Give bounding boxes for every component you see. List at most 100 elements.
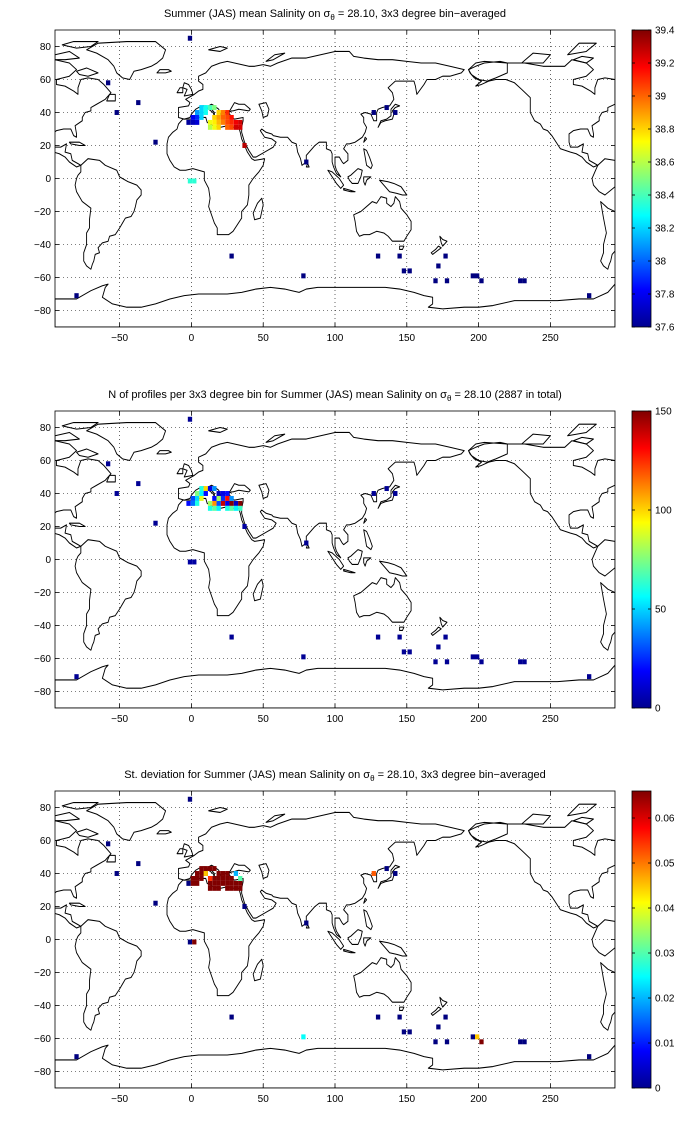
data-cell bbox=[233, 871, 239, 876]
y-tick-label: 0 bbox=[45, 174, 51, 185]
data-cell bbox=[203, 866, 208, 872]
data-cell bbox=[105, 841, 111, 847]
data-cell bbox=[225, 119, 230, 125]
data-cell bbox=[212, 505, 217, 511]
colorbar-gradient bbox=[631, 410, 652, 709]
data-cell bbox=[436, 263, 441, 269]
data-cell bbox=[220, 119, 226, 125]
data-cell bbox=[375, 634, 381, 640]
data-cell bbox=[393, 871, 398, 876]
x-tick-label: 0 bbox=[189, 714, 195, 725]
data-cell bbox=[229, 495, 234, 501]
colorbar-tick-label: 0.05 bbox=[655, 859, 675, 870]
data-cell bbox=[195, 495, 200, 501]
data-cell bbox=[407, 649, 412, 655]
salinity-mean-panel: Summer (JAS) mean Salinity on σθ = 28.10… bbox=[34, 8, 675, 344]
colorbar-tick-label: 0.03 bbox=[655, 949, 675, 960]
data-cell bbox=[229, 114, 234, 120]
data-cell bbox=[187, 416, 193, 422]
data-cell bbox=[229, 880, 234, 886]
data-cell bbox=[153, 520, 158, 526]
data-cell bbox=[433, 1039, 438, 1045]
data-cell bbox=[220, 875, 226, 881]
data-cell bbox=[518, 1039, 523, 1045]
data-cell bbox=[444, 1039, 450, 1045]
data-cell bbox=[199, 866, 204, 872]
colorbar-tick-label: 39 bbox=[655, 92, 667, 103]
data-cell bbox=[371, 110, 376, 115]
data-cell bbox=[212, 105, 217, 111]
data-cell bbox=[587, 293, 592, 299]
colorbar-tick-label: 37.6 bbox=[655, 323, 675, 334]
data-cell bbox=[207, 505, 213, 511]
profile-count-panel: N of profiles per 3x3 degree bin for Sum… bbox=[34, 389, 672, 725]
y-tick-label: −40 bbox=[34, 240, 51, 251]
data-cell bbox=[225, 875, 230, 881]
y-tick-label: 80 bbox=[40, 42, 52, 53]
data-cell bbox=[443, 1014, 448, 1020]
colorbar: 0 50 100 150 bbox=[631, 407, 672, 715]
y-axis: −80 −60 −40 −20 0 20 40 60 80 bbox=[34, 42, 615, 317]
data-cell bbox=[187, 939, 193, 945]
data-cell bbox=[225, 124, 230, 130]
x-tick-label: 200 bbox=[470, 333, 487, 344]
data-cell bbox=[195, 491, 200, 496]
y-tick-label: 80 bbox=[40, 423, 52, 434]
colorbar-tick-label: 39.4 bbox=[655, 26, 675, 37]
data-cell bbox=[207, 875, 213, 881]
data-cell bbox=[225, 880, 230, 886]
data-cell bbox=[518, 278, 523, 284]
data-cell bbox=[207, 119, 213, 125]
colorbar-tick-label: 38.6 bbox=[655, 158, 675, 169]
grid-lines bbox=[55, 411, 615, 708]
data-cell bbox=[225, 114, 230, 120]
colorbar-tick-label: 38.4 bbox=[655, 191, 675, 202]
colorbar-tick-label: 38.2 bbox=[655, 224, 675, 235]
data-cell bbox=[74, 293, 79, 299]
coastline bbox=[55, 801, 615, 1088]
grid-lines bbox=[55, 791, 615, 1088]
data-cell bbox=[114, 110, 119, 115]
x-axis: −50 0 50 100 150 200 250 bbox=[111, 791, 559, 1105]
y-tick-label: 20 bbox=[40, 522, 52, 533]
data-cell bbox=[199, 114, 204, 120]
data-cell bbox=[220, 495, 226, 501]
data-cell bbox=[199, 491, 204, 496]
x-tick-label: 250 bbox=[542, 1094, 559, 1105]
y-tick-label: −40 bbox=[34, 1001, 51, 1012]
salinity-stdev-panel: St. deviation for Summer (JAS) mean Sali… bbox=[34, 769, 675, 1105]
data-cell bbox=[444, 278, 450, 284]
x-axis: −50 0 50 100 150 200 250 bbox=[111, 30, 559, 344]
data-cell bbox=[190, 880, 195, 886]
data-cell bbox=[475, 1034, 480, 1040]
y-tick-label: 40 bbox=[40, 869, 52, 880]
y-tick-label: −40 bbox=[34, 621, 51, 632]
data-cell bbox=[216, 505, 221, 511]
data-cell bbox=[190, 119, 195, 125]
y-tick-label: −20 bbox=[34, 968, 51, 979]
y-tick-label: 20 bbox=[40, 902, 52, 913]
data-cell bbox=[225, 871, 230, 876]
x-tick-label: 0 bbox=[189, 333, 195, 344]
data-cell bbox=[371, 871, 376, 876]
data-cell bbox=[216, 875, 221, 881]
data-cell bbox=[229, 634, 234, 640]
colorbar-tick-label: 0 bbox=[655, 704, 661, 715]
data-cell bbox=[225, 500, 230, 506]
data-cell bbox=[229, 885, 234, 891]
data-cell bbox=[212, 875, 217, 881]
data-cell bbox=[74, 1054, 79, 1060]
data-cell bbox=[212, 866, 217, 872]
data-cell bbox=[433, 659, 438, 665]
data-cell bbox=[401, 1029, 407, 1035]
data-cell bbox=[304, 159, 309, 165]
colorbar-tick-label: 0.04 bbox=[655, 904, 675, 915]
data-cell bbox=[153, 900, 158, 906]
coastline bbox=[55, 421, 615, 708]
data-cell bbox=[207, 105, 213, 111]
data-cell bbox=[190, 114, 195, 120]
data-cell bbox=[203, 486, 208, 492]
x-tick-label: 50 bbox=[258, 1094, 270, 1105]
x-axis: −50 0 50 100 150 200 250 bbox=[111, 411, 559, 725]
data-cell bbox=[470, 1034, 475, 1040]
